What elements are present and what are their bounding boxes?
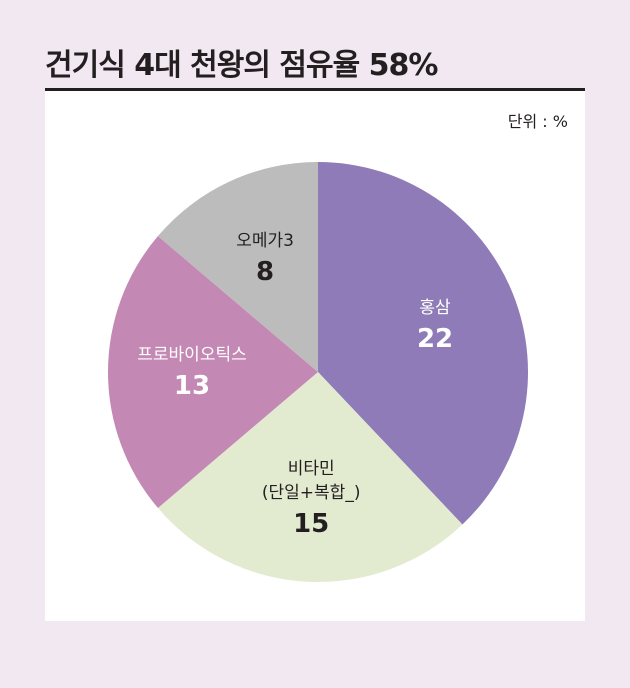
category-label: 홍삼 (419, 298, 451, 319)
slice-label: 프로바이오틱스 13 (137, 343, 246, 401)
value-label: 8 (256, 256, 275, 287)
slice-label: 비타민 (단일+복합_) 15 (262, 457, 361, 539)
unit-label: 단위 : % (507, 112, 568, 131)
category-label: 프로바이오틱스 (137, 345, 247, 365)
slice-label: 오메가3 8 (236, 229, 294, 287)
pie-slice (157, 372, 463, 583)
category-label: 오메가3 (236, 230, 294, 251)
title-rule (45, 88, 585, 91)
pie-slice (157, 162, 318, 372)
value-label: 22 (416, 324, 454, 355)
pie-slice (108, 236, 318, 508)
chart-title: 건기식 4대 천왕의 점유율 58% (45, 48, 438, 83)
category-label: 비타민 (단일+복합_) (261, 458, 361, 503)
value-label: 13 (173, 371, 211, 401)
value-label: 15 (293, 508, 330, 539)
pie-slice (318, 162, 529, 525)
slice-label: 홍삼 22 (417, 296, 453, 354)
